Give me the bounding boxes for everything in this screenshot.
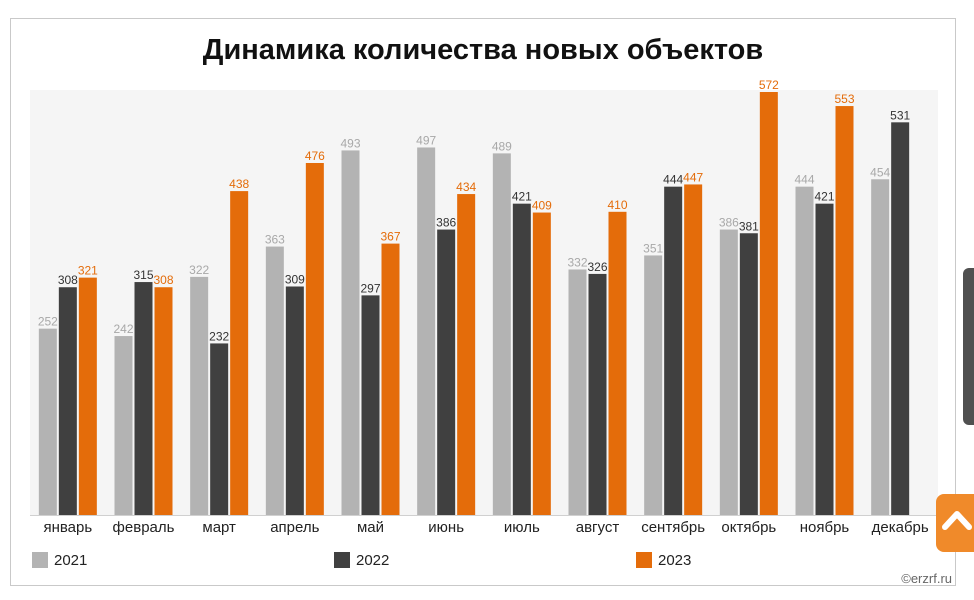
bar-2022-7 [512,203,531,515]
bar-2022-1 [58,287,77,515]
x-tick-label: октябрь [721,519,776,536]
legend-item-2022: 2022 [334,550,389,570]
bar-2023-10 [759,92,778,516]
x-tick-label: май [357,519,384,536]
bar-2023-5 [381,243,400,515]
data-label-2021-6: 497 [416,133,436,147]
bar-2022-6 [437,229,456,516]
data-label-2023-4: 476 [305,149,325,163]
x-tick-label: январь [43,519,92,536]
bar-2023-6 [457,194,476,515]
bar-2021-1 [38,328,57,515]
side-panel-tab[interactable] [963,268,974,425]
bar-2021-4 [265,246,284,515]
bar-2022-4 [285,286,304,515]
scroll-to-top-button[interactable] [936,494,974,552]
x-tick-label: февраль [113,519,175,536]
bar-2021-12 [871,179,890,515]
data-label-2022-12: 531 [890,108,910,122]
x-tick-label: август [576,519,620,536]
legend-item-2023: 2023 [636,550,691,570]
data-label-2021-8: 332 [567,255,587,269]
data-label-2023-11: 553 [834,92,854,106]
bar-2021-10 [719,229,738,516]
data-label-2023-10: 572 [759,78,779,92]
data-label-2023-8: 410 [607,198,627,212]
data-label-2023-1: 321 [78,264,98,278]
bar-2023-9 [684,184,703,516]
data-label-2022-3: 232 [209,329,229,343]
bar-2022-5 [361,295,380,515]
bar-2023-8 [608,211,627,515]
bar-2023-7 [532,212,551,515]
bar-2022-11 [815,203,834,515]
data-label-2023-7: 409 [532,199,552,213]
data-label-2021-9: 351 [643,241,663,255]
bar-2022-9 [664,186,683,516]
bar-2021-5 [341,150,360,515]
bar-2021-3 [190,276,209,515]
data-label-2023-5: 367 [380,230,400,244]
bar-2023-2 [154,287,173,515]
data-label-2021-1: 252 [38,315,58,329]
legend-swatch-2023 [636,552,652,568]
data-label-2022-6: 386 [436,216,456,230]
legend-label-2022: 2022 [356,551,390,569]
data-label-2022-1: 308 [58,273,78,287]
data-label-2021-11: 444 [794,173,814,187]
data-label-2021-5: 493 [340,136,360,150]
x-tick-label: март [202,519,236,536]
bar-2023-1 [78,277,97,515]
data-label-2022-5: 297 [360,281,380,295]
data-label-2023-6: 434 [456,180,476,194]
bar-2023-11 [835,106,854,515]
x-tick-label: апрель [270,519,319,536]
bar-2022-2 [134,282,153,515]
data-label-2022-11: 421 [814,190,834,204]
data-label-2021-2: 242 [113,322,133,336]
copyright-text: ©erzrf.ru [901,571,952,586]
data-label-2022-9: 444 [663,173,683,187]
data-label-2021-7: 489 [492,139,512,153]
data-label-2023-9: 447 [683,170,703,184]
bar-2021-7 [492,153,511,515]
legend-label-2023: 2023 [658,551,692,569]
chart-title: Динамика количества новых объектов [202,34,764,66]
bar-2021-6 [417,147,436,515]
x-tick-label: июнь [428,519,464,536]
data-label-2021-3: 322 [189,263,209,277]
data-label-2022-4: 309 [285,272,305,286]
data-label-2021-4: 363 [265,233,285,247]
legend-swatch-2022 [334,552,350,568]
bar-2021-9 [644,255,663,516]
data-label-2021-12: 454 [870,165,890,179]
data-label-2023-3: 438 [229,177,249,191]
legend-label-2021: 2021 [54,551,88,569]
chevron-up-icon [942,511,972,530]
bar-2021-8 [568,269,587,515]
bar-2022-12 [891,122,910,515]
x-tick-label: июль [504,519,540,536]
data-label-2022-2: 315 [133,268,153,282]
data-label-2022-8: 326 [587,260,607,274]
data-label-2023-2: 308 [153,273,173,287]
x-tick-label: сентябрь [641,519,705,536]
bar-2021-11 [795,186,814,516]
data-label-2022-7: 421 [512,190,532,204]
x-tick-label: декабрь [872,519,929,536]
data-label-2022-10: 381 [739,219,759,233]
bar-2022-3 [210,343,229,515]
data-label-2021-10: 386 [719,216,739,230]
legend-swatch-2021 [32,552,48,568]
plot-area [30,90,938,515]
legend-item-2021: 2021 [32,550,87,570]
bar-2023-4 [305,162,324,516]
bar-2021-2 [114,336,133,515]
bar-2023-3 [230,191,249,515]
bar-2022-10 [739,233,758,516]
x-tick-label: ноябрь [800,519,850,536]
bar-2022-8 [588,273,607,515]
